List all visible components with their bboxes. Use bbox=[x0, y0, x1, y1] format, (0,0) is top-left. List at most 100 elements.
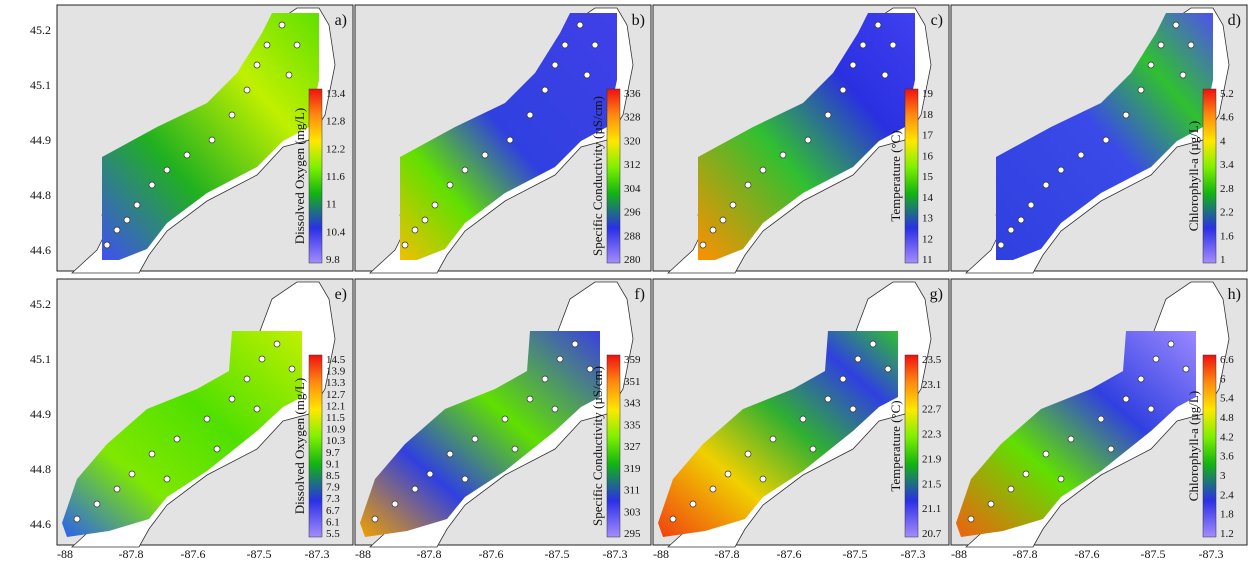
colorbar bbox=[1202, 88, 1217, 264]
sample-site bbox=[426, 470, 434, 478]
colorbar bbox=[308, 88, 323, 264]
sample-site bbox=[481, 151, 489, 159]
sample-site bbox=[208, 136, 216, 144]
sample-site bbox=[288, 365, 296, 373]
colorbar-tick-label: 2.4 bbox=[1220, 489, 1234, 501]
sample-site bbox=[874, 21, 882, 29]
sample-site bbox=[1057, 166, 1065, 174]
sample-site bbox=[541, 375, 549, 383]
sample-site bbox=[586, 365, 594, 373]
map-panel: g) 23.5 23.1 22.7 22.3 21.9 21.5 21.1 20.7 Temper… bbox=[652, 278, 950, 548]
map-panel: c) 19 18 17 16 15 14 13 12 11 Temperature (°C) bbox=[652, 4, 950, 274]
sample-site bbox=[133, 201, 141, 209]
x-tick-label: -87.8 bbox=[417, 547, 442, 561]
sample-site bbox=[73, 515, 81, 523]
y-tick-label: 44.8 bbox=[30, 462, 51, 476]
colorbar-tick-label: 336 bbox=[624, 88, 641, 100]
colorbar-tick-label: 3.4 bbox=[1220, 159, 1234, 171]
colorbar-tick-label: 12.2 bbox=[326, 143, 345, 155]
sample-site bbox=[591, 41, 599, 49]
sample-site bbox=[1157, 41, 1165, 49]
map-panel: e) 14.513.913.312.712.111.510.910.39.79.1… bbox=[56, 278, 354, 548]
interpolated-field bbox=[996, 13, 1213, 260]
sample-site bbox=[669, 515, 677, 523]
interpolated-field bbox=[956, 331, 1196, 537]
sample-site bbox=[511, 445, 519, 453]
sample-site bbox=[1182, 365, 1190, 373]
sample-site bbox=[689, 500, 697, 508]
colorbar-tick-label: 8.5 bbox=[326, 470, 340, 482]
colorbar-tick-label: 3 bbox=[1220, 470, 1226, 482]
map-panel: a) 13.4 12.8 12.2 11.6 11 10.4 9.8 Dissolved Oxy… bbox=[56, 4, 354, 274]
colorbar-tick-label: 15 bbox=[922, 171, 934, 183]
panel-label: h) bbox=[1228, 286, 1241, 303]
sample-site bbox=[253, 61, 261, 69]
colorbar-tick-label: 13 bbox=[922, 213, 934, 225]
sample-site bbox=[461, 475, 469, 483]
sample-site bbox=[163, 166, 171, 174]
x-tick-label: -87.3 bbox=[1199, 547, 1224, 561]
sample-site bbox=[253, 405, 261, 413]
sample-site bbox=[431, 201, 439, 209]
sample-site bbox=[203, 415, 211, 423]
sample-site bbox=[854, 355, 862, 363]
x-tick-label: -88 bbox=[355, 547, 371, 561]
sample-site bbox=[824, 395, 832, 403]
sample-site bbox=[1172, 21, 1180, 29]
sample-site bbox=[1017, 216, 1025, 224]
colorbar-tick-label: 311 bbox=[624, 485, 640, 497]
colorbar-tick-label: 319 bbox=[624, 463, 641, 475]
colorbar-tick-label: 295 bbox=[624, 528, 641, 540]
colorbar-tick-label: 19 bbox=[922, 88, 934, 100]
sample-site bbox=[1077, 151, 1085, 159]
colorbar-tick-label: 11.6 bbox=[326, 171, 345, 183]
sample-site bbox=[501, 415, 509, 423]
sample-site bbox=[799, 415, 807, 423]
x-tick-label: -87.5 bbox=[247, 547, 272, 561]
sample-site bbox=[526, 111, 534, 119]
y-tick-label: 45.1 bbox=[30, 78, 51, 92]
sample-site bbox=[1007, 485, 1015, 493]
sample-site bbox=[1007, 226, 1015, 234]
colorbar-tick-label: 5.5 bbox=[326, 528, 340, 540]
sample-site bbox=[258, 355, 266, 363]
sample-site bbox=[1122, 395, 1130, 403]
x-tick-label: -87.3 bbox=[305, 547, 330, 561]
colorbar-tick-label: 14 bbox=[922, 192, 934, 204]
x-tick-label: -87.3 bbox=[603, 547, 628, 561]
colorbar-tick-label: 1.6 bbox=[1220, 230, 1234, 242]
colorbar-tick-label: 21.5 bbox=[922, 478, 942, 490]
sample-site bbox=[461, 166, 469, 174]
x-tick-label: -88 bbox=[951, 547, 967, 561]
panel-label: g) bbox=[930, 286, 943, 303]
sample-site bbox=[1042, 450, 1050, 458]
map-panel: f) 359 351 343 335 327 319 311 303 295 Specific Co… bbox=[354, 278, 652, 548]
x-tick-label: -87.8 bbox=[1013, 547, 1038, 561]
colorbar-tick-label: 6 bbox=[1220, 373, 1226, 385]
panels: June45.245.144.944.844.6a)13.412.812.211… bbox=[30, 4, 1248, 561]
sample-site bbox=[446, 450, 454, 458]
colorbar-tick-label: 20.7 bbox=[922, 528, 942, 540]
sample-site bbox=[1147, 61, 1155, 69]
colorbar-tick-label: 304 bbox=[624, 183, 641, 195]
colorbar-tick-label: 3.6 bbox=[1220, 451, 1234, 463]
colorbar-tick-label: 11 bbox=[326, 199, 337, 211]
panel-label: b) bbox=[632, 12, 645, 29]
colorbar bbox=[904, 88, 919, 264]
y-tick-label: 44.9 bbox=[30, 133, 51, 147]
colorbar bbox=[308, 354, 323, 538]
colorbar-tick-label: 21.9 bbox=[922, 453, 942, 465]
colorbar-tick-label: 1 bbox=[1220, 254, 1226, 266]
interpolated-field bbox=[102, 13, 319, 260]
sample-site bbox=[103, 241, 111, 249]
y-tick-label: 44.6 bbox=[30, 517, 51, 531]
colorbar-tick-label: 13.4 bbox=[326, 88, 346, 100]
colorbar bbox=[1202, 354, 1217, 538]
sample-site bbox=[1137, 375, 1145, 383]
colorbar-tick-label: 17 bbox=[922, 130, 934, 142]
sample-site bbox=[759, 166, 767, 174]
sample-site bbox=[869, 340, 877, 348]
sample-site bbox=[421, 216, 429, 224]
x-tick-label: -87.5 bbox=[1141, 547, 1166, 561]
